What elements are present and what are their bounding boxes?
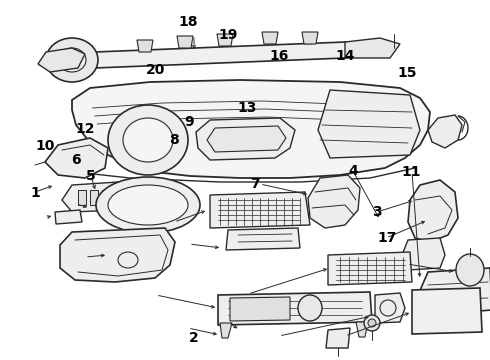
Ellipse shape — [364, 315, 380, 331]
Text: 13: 13 — [238, 101, 257, 115]
Text: 5: 5 — [86, 170, 96, 183]
Polygon shape — [217, 34, 233, 46]
Text: 3: 3 — [372, 206, 382, 219]
Text: 15: 15 — [397, 66, 416, 80]
Polygon shape — [428, 115, 462, 148]
Polygon shape — [375, 293, 405, 323]
Polygon shape — [226, 228, 300, 250]
Text: 8: 8 — [169, 134, 179, 147]
Polygon shape — [207, 126, 286, 152]
Text: 14: 14 — [336, 49, 355, 63]
Polygon shape — [210, 192, 310, 228]
Ellipse shape — [368, 319, 376, 327]
Text: 2: 2 — [189, 331, 198, 345]
Ellipse shape — [58, 48, 86, 72]
Polygon shape — [45, 138, 108, 178]
Text: 12: 12 — [75, 122, 95, 136]
Polygon shape — [218, 292, 372, 325]
Polygon shape — [326, 328, 350, 348]
Ellipse shape — [108, 105, 188, 175]
Polygon shape — [328, 252, 412, 285]
Polygon shape — [38, 48, 85, 72]
Text: 6: 6 — [71, 153, 81, 167]
Polygon shape — [230, 297, 290, 321]
Polygon shape — [72, 80, 430, 178]
Polygon shape — [196, 118, 295, 160]
Text: 1: 1 — [30, 186, 40, 199]
Polygon shape — [90, 190, 98, 205]
Polygon shape — [308, 175, 360, 228]
Ellipse shape — [108, 185, 188, 225]
Text: 19: 19 — [218, 28, 238, 42]
Polygon shape — [418, 268, 490, 315]
Ellipse shape — [456, 254, 484, 286]
Polygon shape — [262, 32, 278, 44]
Text: 20: 20 — [146, 63, 166, 77]
Text: 4: 4 — [348, 164, 358, 178]
Text: 10: 10 — [35, 139, 55, 153]
Text: 9: 9 — [184, 116, 194, 129]
Polygon shape — [345, 38, 400, 58]
Polygon shape — [302, 32, 318, 44]
Text: 17: 17 — [377, 231, 397, 244]
Polygon shape — [177, 36, 193, 48]
Polygon shape — [55, 210, 82, 224]
Text: 11: 11 — [402, 165, 421, 179]
Text: 16: 16 — [270, 49, 289, 63]
Polygon shape — [356, 322, 368, 337]
Ellipse shape — [96, 177, 200, 233]
Polygon shape — [220, 323, 232, 338]
Polygon shape — [318, 90, 420, 158]
Polygon shape — [60, 228, 175, 282]
Polygon shape — [95, 42, 380, 68]
Polygon shape — [62, 182, 125, 212]
Polygon shape — [408, 180, 458, 242]
Text: 18: 18 — [179, 15, 198, 29]
Polygon shape — [102, 190, 110, 205]
Polygon shape — [402, 238, 445, 270]
Polygon shape — [78, 190, 86, 205]
Text: 7: 7 — [250, 177, 260, 190]
Ellipse shape — [46, 38, 98, 82]
Polygon shape — [412, 288, 482, 334]
Ellipse shape — [123, 118, 173, 162]
Ellipse shape — [298, 295, 322, 321]
Polygon shape — [137, 40, 153, 52]
